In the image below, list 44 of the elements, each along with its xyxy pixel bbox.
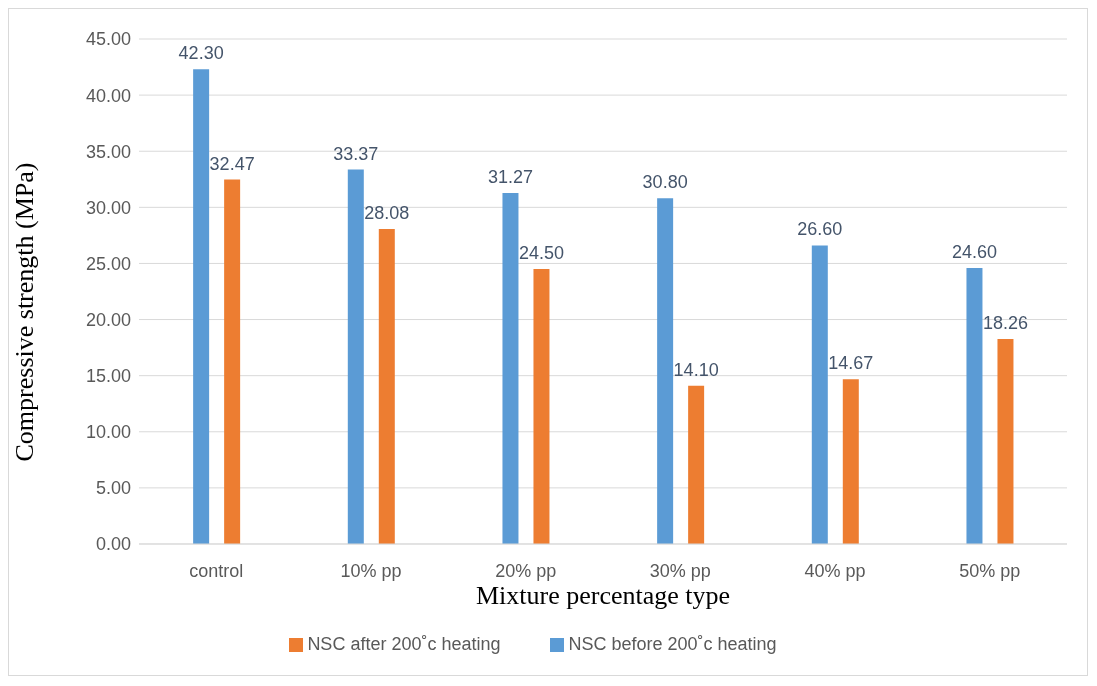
x-tick-label: 30% pp xyxy=(649,560,711,581)
bar xyxy=(193,69,210,544)
y-tick-label: 15.00 xyxy=(85,366,131,387)
x-tick-label: 50% pp xyxy=(959,560,1021,581)
legend-label: NSC after 200˚c heating xyxy=(307,634,501,654)
x-tick-label: 20% pp xyxy=(495,560,557,581)
x-tick-label: 40% pp xyxy=(804,560,866,581)
x-tick-label: 10% pp xyxy=(340,560,402,581)
data-label: 24.60 xyxy=(951,241,997,262)
bar xyxy=(842,379,859,544)
data-label: 31.27 xyxy=(487,167,533,188)
y-tick-label: 20.00 xyxy=(85,309,131,330)
y-tick-label: 0.00 xyxy=(95,534,131,555)
x-tick-label: control xyxy=(189,560,244,581)
data-label: 33.37 xyxy=(333,143,379,164)
y-tick-label: 40.00 xyxy=(85,85,131,106)
bar xyxy=(502,193,519,544)
bar xyxy=(688,385,705,544)
data-label: 30.80 xyxy=(642,172,688,193)
data-label: 28.08 xyxy=(364,202,410,223)
bar xyxy=(657,198,674,544)
y-tick-label: 45.00 xyxy=(85,29,131,50)
bar xyxy=(533,269,550,544)
data-label: 14.10 xyxy=(673,359,719,380)
bar xyxy=(224,179,241,544)
y-tick-label: 25.00 xyxy=(85,253,131,274)
data-label: 26.60 xyxy=(797,219,843,240)
y-axis-title: Compressive strength (MPa) xyxy=(10,162,40,462)
data-label: 32.47 xyxy=(209,153,255,174)
data-label: 24.50 xyxy=(518,243,564,264)
y-tick-label: 5.00 xyxy=(95,478,131,499)
x-axis-title: Mixture percentage type xyxy=(475,581,731,610)
y-tick-label: 35.00 xyxy=(85,141,131,162)
bar xyxy=(997,339,1014,544)
bar xyxy=(347,169,364,544)
y-tick-label: 30.00 xyxy=(85,197,131,218)
bar xyxy=(966,267,983,544)
y-tick-label: 10.00 xyxy=(85,422,131,443)
bar xyxy=(811,245,828,544)
data-label: 14.67 xyxy=(828,353,874,374)
bar xyxy=(378,228,395,544)
data-label: 42.30 xyxy=(178,43,224,64)
legend-label: NSC before 200˚c heating xyxy=(568,634,777,654)
data-label: 18.26 xyxy=(982,313,1028,334)
